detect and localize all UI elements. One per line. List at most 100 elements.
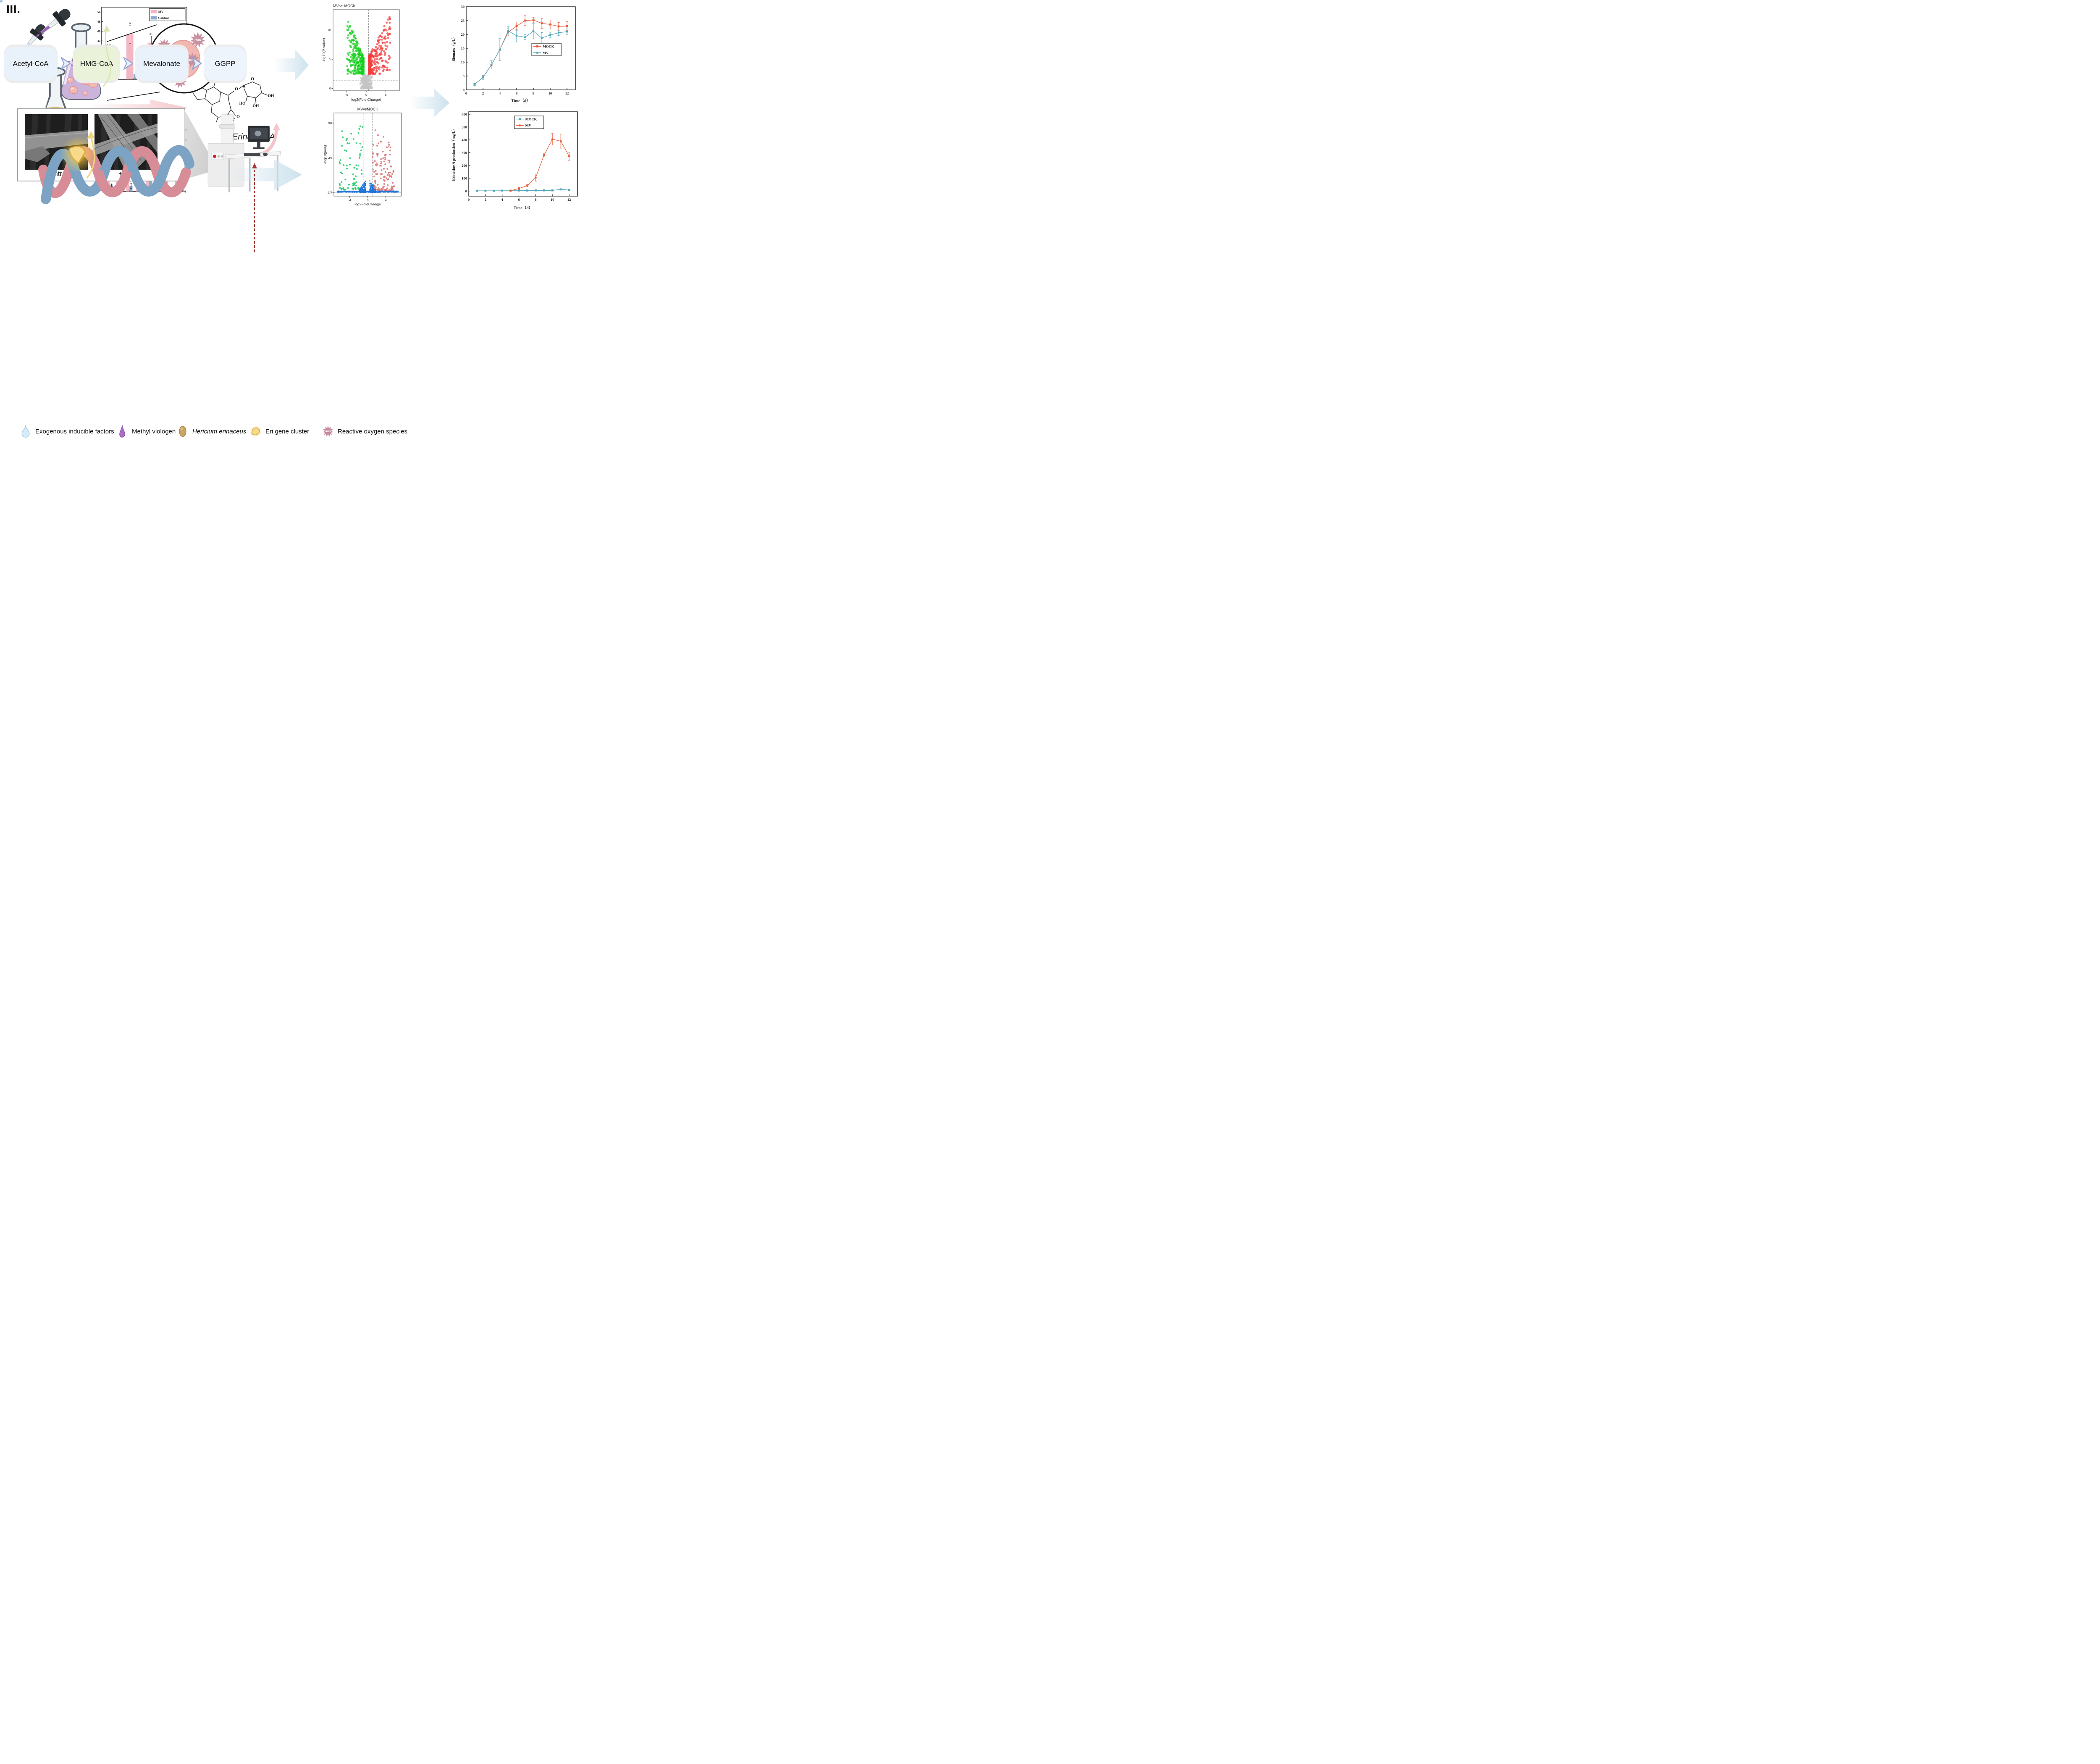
svg-text:log2(Fold Change): log2(Fold Change) [352, 97, 381, 102]
ros-burst-label: ROS [177, 80, 184, 83]
svg-text:4: 4 [499, 91, 501, 95]
svg-text:2: 2 [482, 91, 484, 95]
svg-text:log2FoldChange: log2FoldChange [354, 202, 381, 206]
ros-burst-label: ROS [161, 45, 168, 48]
arrow-pathway-to-volcano [275, 50, 309, 81]
pathway-step-label: Acetyl-CoA [13, 60, 49, 68]
svg-text:-4: -4 [348, 198, 351, 202]
volcano-plot-padj: MVvsMOCK -4 0 4 1.3 49 98 log2FoldChange -log10(… [323, 107, 405, 210]
key-exogenous-factors: Exogenous inducible factors [19, 425, 114, 438]
svg-text:400: 400 [462, 138, 467, 142]
panel-3-pathway-omics: III. Acetyl-CoA HMG-CoA Mevalonate GGPP MV.… [0, 0, 578, 210]
pathway-step-label: GGPP [215, 60, 236, 68]
eri-gene-cluster-icon [249, 425, 262, 438]
chevron-right-icon [122, 56, 134, 71]
atom-label: O [236, 115, 240, 119]
svg-text:12: 12 [567, 197, 571, 202]
ros-burst-label: ROS [194, 39, 201, 42]
atom-label: HO [239, 102, 246, 106]
pathway-step-acetyl-coa: Acetyl-CoA [4, 47, 57, 81]
pathway-step-ggpp: GGPP [204, 47, 246, 81]
svg-text:MOCK: MOCK [543, 45, 554, 49]
svg-text:25: 25 [461, 18, 465, 23]
key-reactive-oxygen-species: ROS Reactive oxygen species [322, 425, 407, 438]
key-label: Exogenous inducible factors [35, 428, 114, 435]
svg-text:300: 300 [462, 150, 467, 155]
svg-text:Biomass（g/L）: Biomass（g/L） [452, 35, 456, 61]
svg-text:MV: MV [525, 123, 532, 128]
key-hericium-erinaceus: Hericium erinaceus [176, 425, 246, 438]
dna-helix-icon [38, 129, 194, 210]
erinacine-a-structure: O O HO OH OH O [190, 68, 279, 124]
svg-text:100: 100 [462, 176, 467, 180]
svg-text:0: 0 [367, 198, 368, 202]
svg-text:56: 56 [97, 10, 101, 14]
line-chart-biomass: 0 2 4 6 8 10 12 0 5 10 15 20 25 30 MOCK MV Time（d） Biomas… [451, 3, 580, 105]
svg-text:5: 5 [329, 58, 331, 61]
svg-text:MV: MV [543, 50, 549, 55]
svg-text:MOCK: MOCK [525, 117, 537, 121]
droplet-purple-icon [116, 425, 129, 438]
svg-text:48: 48 [97, 20, 101, 24]
key-label: Reactive oxygen species [338, 428, 407, 435]
svg-text:0: 0 [463, 88, 465, 92]
ros-burst-label: ROS [326, 430, 331, 433]
ros-burst-icon: ROS [322, 425, 334, 438]
svg-text:49: 49 [328, 156, 332, 160]
svg-text:Time（d）: Time（d） [514, 205, 533, 210]
svg-text:0: 0 [465, 189, 467, 193]
chevron-right-icon [191, 56, 202, 71]
pathway-step-label: HMG-CoA [80, 60, 113, 68]
svg-text:-5: -5 [345, 93, 348, 97]
svg-text:32: 32 [97, 39, 101, 43]
key-label: Methyl viologen [132, 428, 176, 435]
svg-text:0: 0 [184, 190, 186, 194]
pellet-tan-icon [176, 425, 189, 438]
svg-text:20: 20 [461, 32, 465, 37]
volcano-plot-pvalue: MV.vs.MOCK -5 0 5 0 5 10 log2(Fold Change) -log1… [321, 2, 404, 106]
svg-text:0: 0 [329, 87, 331, 90]
graphical-abstract: { "colors":{ "panel1_border":"#c3c3c3","… [0, 0, 596, 441]
key-methyl-viologen: Methyl viologen [116, 425, 176, 438]
svg-text:Control: Control [158, 16, 169, 20]
svg-text:10: 10 [551, 197, 554, 202]
svg-text:Erinacine A production（mg/L）: Erinacine A production（mg/L） [452, 127, 456, 181]
panel-3-label: III. [6, 3, 21, 16]
key-label: Eri gene cluster [265, 428, 310, 435]
atom-label: OH [253, 104, 259, 108]
svg-text:2: 2 [485, 197, 486, 202]
panel-1-label: I. [6, 3, 14, 16]
green-up-arrow-icon [84, 24, 126, 87]
svg-text:4: 4 [501, 197, 504, 202]
svg-text:A: A [129, 21, 131, 25]
svg-text:98: 98 [328, 121, 332, 125]
line-chart-erinacine: 0 2 4 6 8 10 12 0 100 200 300 400 500 600 MOCK MV Time（d… [451, 108, 582, 213]
chevron-right-icon [60, 56, 71, 71]
svg-text:8: 8 [533, 91, 534, 95]
svg-text:0: 0 [468, 197, 470, 202]
svg-text:200: 200 [462, 163, 467, 168]
svg-text:MV.vs.MOCK: MV.vs.MOCK [333, 4, 356, 8]
svg-text:5: 5 [463, 74, 465, 78]
svg-text:30: 30 [461, 5, 465, 9]
svg-text:15: 15 [461, 46, 465, 50]
svg-text:10: 10 [549, 91, 552, 95]
droplet-blue-icon [19, 425, 32, 438]
atom-label: OH [268, 94, 274, 98]
mevalonate-pathway: Acetyl-CoA HMG-CoA Mevalonate GGPP [4, 47, 256, 85]
svg-text:4: 4 [385, 198, 386, 202]
svg-text:AB: AB [107, 43, 111, 47]
svg-text:40: 40 [97, 29, 101, 33]
svg-text:10: 10 [461, 60, 465, 64]
sem-instrument-icon [205, 114, 283, 194]
svg-text:6: 6 [516, 91, 517, 95]
svg-text:MV: MV [158, 10, 164, 13]
svg-text:AB: AB [149, 32, 153, 36]
svg-text:-log10(padj): -log10(padj) [323, 145, 327, 164]
svg-text:6: 6 [518, 197, 520, 202]
ros-burst-label: ROS [189, 59, 196, 62]
atom-label: O [235, 87, 238, 92]
svg-text:Time（d）: Time（d） [511, 98, 530, 103]
pathway-step-label: Mevalonate [143, 60, 180, 68]
dropper-purple-icon [36, 5, 87, 50]
